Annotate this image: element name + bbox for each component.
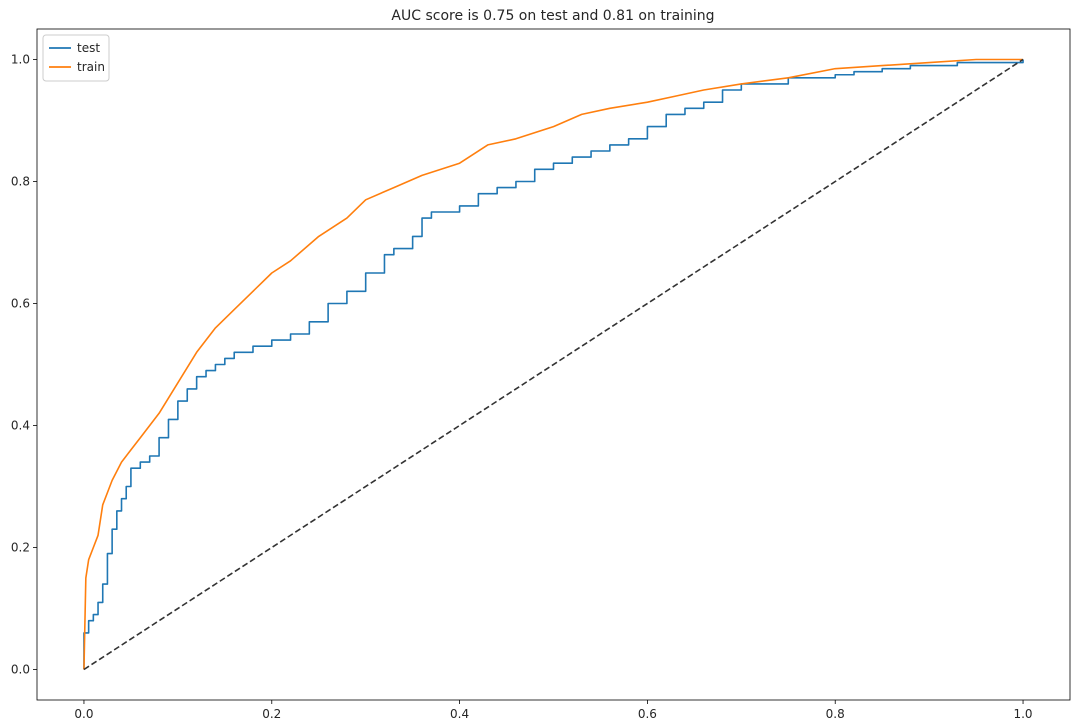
x-tick-label: 0.4 bbox=[450, 707, 469, 721]
series-line-test bbox=[83, 59, 1024, 670]
series-line-train bbox=[83, 58, 1024, 670]
plot-frame bbox=[36, 28, 1071, 701]
x-tick-label: 0.8 bbox=[826, 707, 845, 721]
x-tick-label: 1.0 bbox=[1013, 707, 1032, 721]
legend-label-train: train bbox=[77, 60, 105, 74]
chart-title: AUC score is 0.75 on test and 0.81 on tr… bbox=[391, 8, 714, 24]
y-tick-label: 0.0 bbox=[11, 663, 30, 677]
plot-area: 0.0 0.2 0.4 0.6 0.8 1.0 0.0 0.2 0.4 0.6 0.8 1.0 test… bbox=[11, 28, 1071, 721]
x-tick-label: 0.6 bbox=[638, 707, 657, 721]
x-tick-label: 0.2 bbox=[262, 707, 281, 721]
y-tick-label: 0.2 bbox=[11, 541, 30, 555]
y-tick-label: 0.4 bbox=[11, 419, 30, 433]
legend-box bbox=[42, 34, 110, 82]
legend-label-test: test bbox=[77, 41, 100, 55]
y-tick-label: 0.8 bbox=[11, 175, 30, 189]
diagonal-reference-line bbox=[83, 58, 1024, 671]
x-tick-label: 0.0 bbox=[74, 707, 93, 721]
y-tick-label: 1.0 bbox=[11, 53, 30, 67]
y-tick-label: 0.6 bbox=[11, 297, 30, 311]
